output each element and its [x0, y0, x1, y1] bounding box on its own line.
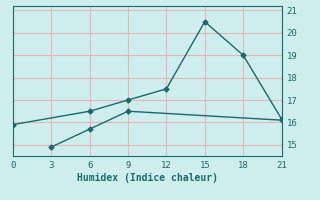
X-axis label: Humidex (Indice chaleur): Humidex (Indice chaleur): [77, 173, 218, 183]
